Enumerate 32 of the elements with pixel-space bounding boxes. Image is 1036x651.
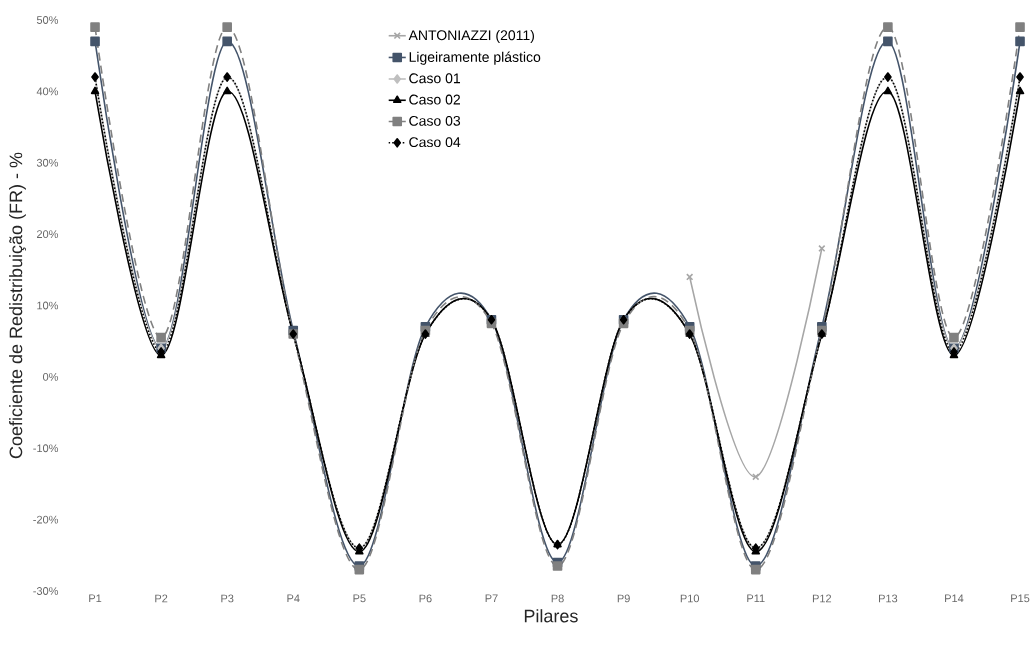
legend-label: Caso 01 [409, 73, 461, 84]
y-tick-label: 20% [37, 230, 59, 239]
x-tick-label: P6 [419, 594, 432, 603]
x-tick-label: P3 [221, 594, 234, 603]
x-tick-label: P4 [287, 594, 300, 603]
x-tick-label: P2 [155, 594, 168, 603]
x-tick-label: P12 [812, 594, 832, 603]
x-axis-title: Pilares [524, 609, 578, 623]
y-axis-title: Coeficiente de Redistribuição (FR) - % [9, 152, 26, 459]
legend-label: Caso 03 [409, 115, 461, 126]
y-tick-label: 0% [42, 372, 59, 381]
x-tick-label: P13 [879, 594, 898, 603]
x-tick-label: P14 [945, 594, 964, 603]
x-tick-label: P1 [89, 594, 102, 603]
x-tick-label: P11 [747, 594, 765, 603]
x-tick-label: P9 [617, 594, 630, 603]
y-tick-label: -30% [33, 587, 59, 595]
x-tick-label: P8 [551, 594, 564, 603]
legend-label: Caso 04 [409, 137, 461, 148]
x-tick-label: P15 [1011, 594, 1030, 603]
legend-label: ANTONIAZZI (2011) [408, 29, 534, 43]
y-tick-label: 10% [37, 301, 59, 310]
y-tick-label: 30% [36, 158, 59, 167]
y-tick-label: 40% [36, 87, 59, 96]
x-tick-label: P5 [353, 594, 366, 603]
legend-label: Ligeiramente plástico [409, 51, 541, 65]
x-tick-label: P10 [680, 594, 700, 603]
y-tick-label: 50% [36, 16, 59, 24]
y-tick-label: -20% [33, 515, 59, 524]
y-tick-label: -10% [33, 444, 59, 453]
x-tick-label: P7 [485, 594, 498, 603]
legend-label: Caso 02 [409, 94, 460, 105]
